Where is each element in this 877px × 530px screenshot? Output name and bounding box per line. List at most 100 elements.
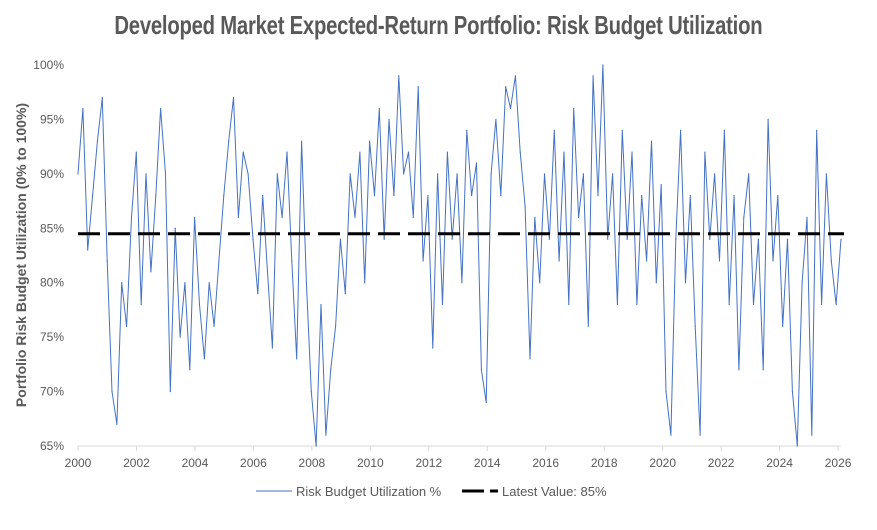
data-point [189, 369, 191, 371]
legend-label-latest: Latest Value: 85% [502, 484, 607, 499]
data-point [704, 151, 706, 153]
legend: Risk Budget Utilization % Latest Value: … [256, 484, 607, 499]
data-point [646, 260, 648, 262]
data-point [641, 195, 643, 197]
y-tick-label: 95% [40, 112, 64, 126]
data-point [432, 347, 434, 349]
data-point [680, 129, 682, 131]
data-point [155, 195, 157, 197]
data-point [422, 260, 424, 262]
data-point [796, 445, 798, 447]
legend-label-utilization: Risk Budget Utilization % [296, 484, 442, 499]
data-point [777, 195, 779, 197]
data-point [179, 336, 181, 338]
data-point [689, 195, 691, 197]
data-point [509, 107, 512, 110]
data-point [291, 260, 293, 262]
y-axis: 65% 70% 75% 80% 85% 90% 95% 100% [33, 58, 64, 453]
data-point [96, 140, 99, 142]
x-tick-label: 2008 [299, 456, 326, 470]
data-point [354, 216, 356, 218]
data-point [305, 282, 308, 284]
data-point [806, 216, 808, 218]
data-point [602, 64, 604, 66]
data-point [184, 282, 186, 284]
data-point [738, 369, 740, 371]
x-tick-label: 2016 [532, 456, 559, 470]
data-point [310, 390, 312, 393]
data-point [636, 303, 638, 306]
data-point [475, 162, 478, 164]
data-point [825, 173, 828, 175]
data-point [334, 325, 337, 327]
data-point [164, 173, 167, 175]
data-point [373, 195, 376, 197]
data-point [582, 173, 585, 175]
data-point [111, 390, 113, 393]
data-point [320, 303, 322, 306]
data-point [524, 205, 526, 208]
data-point [660, 184, 662, 186]
chart-title: Developed Market Expected-Return Portfol… [114, 10, 763, 40]
series-line-utilization [77, 64, 842, 447]
data-point [543, 173, 546, 175]
data-point [403, 173, 405, 175]
data-point [242, 151, 244, 153]
data-point [786, 238, 789, 240]
data-point [325, 434, 327, 436]
data-point [782, 325, 784, 327]
data-point [529, 358, 531, 360]
data-point [378, 107, 380, 110]
data-point [835, 303, 837, 306]
data-point [801, 282, 803, 284]
x-tick-label: 2026 [825, 456, 852, 470]
y-tick-label: 75% [40, 330, 64, 344]
data-point [82, 107, 84, 110]
x-tick-label: 2004 [182, 456, 209, 470]
data-point [427, 195, 429, 197]
data-point [675, 238, 677, 240]
y-tick-label: 80% [40, 276, 64, 290]
y-tick-label: 70% [40, 385, 64, 399]
data-point [471, 195, 473, 197]
data-point [398, 75, 400, 77]
data-point [592, 75, 594, 77]
x-tick-label: 2006 [240, 456, 267, 470]
data-point [388, 118, 390, 121]
data-point [417, 86, 419, 88]
data-point [271, 347, 273, 349]
data-point [368, 140, 371, 142]
data-point [252, 238, 254, 240]
data-point [699, 434, 701, 436]
data-point [315, 445, 317, 447]
data-point [412, 216, 414, 218]
data-point [257, 293, 259, 295]
data-point [631, 151, 633, 153]
x-tick-label: 2020 [649, 456, 676, 470]
data-point [553, 129, 555, 131]
data-point [728, 303, 730, 306]
data-point [359, 151, 361, 153]
data-point [281, 216, 283, 218]
data-point [125, 325, 128, 327]
x-tick-label: 2010 [357, 456, 384, 470]
data-point [558, 260, 560, 262]
data-point [820, 303, 823, 306]
data-point [694, 325, 696, 327]
data-point [748, 173, 750, 175]
data-point [514, 75, 516, 77]
data-point [621, 129, 623, 131]
plot-area [77, 64, 844, 447]
data-point [266, 271, 269, 273]
data-point [650, 140, 653, 142]
data-point [296, 358, 298, 360]
data-point [830, 260, 832, 262]
data-point [145, 173, 147, 175]
data-point [607, 238, 609, 240]
x-tick-label: 2014 [474, 456, 501, 470]
data-point [597, 195, 599, 197]
data-point [276, 173, 278, 175]
data-point [816, 129, 818, 131]
data-point [77, 173, 79, 175]
y-tick-label: 85% [40, 221, 64, 235]
